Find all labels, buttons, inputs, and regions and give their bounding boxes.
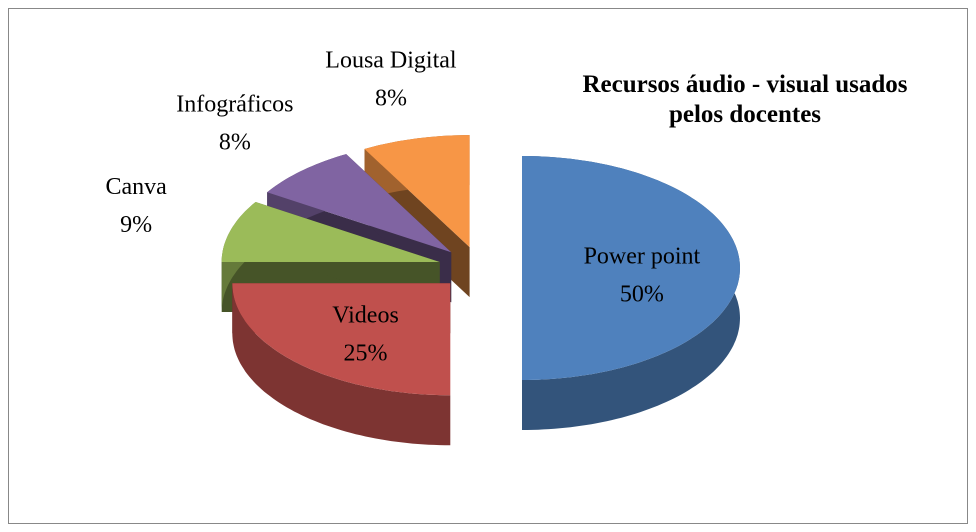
slice-value-label: 50% bbox=[620, 282, 664, 308]
slice-value-label: 8% bbox=[219, 129, 251, 155]
slice-value-label: 8% bbox=[375, 85, 407, 111]
slice-label: Videos bbox=[332, 302, 399, 328]
slice-label: Canva bbox=[105, 174, 167, 200]
slice-value-label: 9% bbox=[120, 212, 152, 238]
slice-top bbox=[221, 202, 440, 262]
chart-title: Recursos áudio - visual usados pelos doc… bbox=[582, 71, 908, 128]
slice-top bbox=[364, 135, 470, 248]
slice-top bbox=[267, 154, 452, 253]
slice-top bbox=[522, 156, 740, 380]
chart-frame bbox=[8, 8, 968, 524]
slice-label: Infográficos bbox=[176, 91, 293, 117]
slice-top bbox=[232, 283, 451, 396]
slice bbox=[232, 283, 451, 446]
slice-value-label: 25% bbox=[344, 340, 388, 366]
slice-side bbox=[232, 283, 451, 446]
slice-label: Lousa Digital bbox=[325, 47, 457, 73]
slice-label: Power point bbox=[584, 244, 701, 270]
slice bbox=[522, 156, 740, 430]
